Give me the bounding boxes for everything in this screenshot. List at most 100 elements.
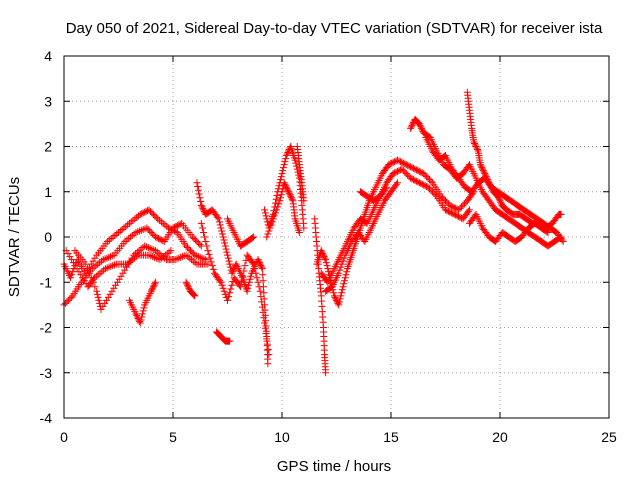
series-track-r <box>356 183 391 205</box>
data-point <box>188 248 196 256</box>
data-point <box>264 345 272 353</box>
data-point <box>194 186 202 194</box>
data-point <box>105 236 113 244</box>
data-point <box>194 239 202 247</box>
y-tick-label: -3 <box>40 365 53 381</box>
data-point <box>255 259 263 267</box>
data-point <box>189 233 197 241</box>
data-point <box>171 256 179 264</box>
series-track-t <box>422 133 567 246</box>
data-point <box>182 251 190 259</box>
data-point <box>89 275 97 283</box>
data-point <box>442 206 449 214</box>
data-point <box>192 236 200 244</box>
data-point <box>190 235 198 243</box>
data-point <box>140 304 148 312</box>
data-point <box>218 281 226 289</box>
data-point <box>394 156 402 164</box>
data-point <box>488 185 496 193</box>
data-point <box>261 206 269 214</box>
data-point <box>388 159 396 167</box>
data-point <box>219 233 227 241</box>
data-point <box>286 191 294 199</box>
data-point <box>91 274 99 282</box>
data-point <box>180 252 188 260</box>
data-point <box>453 212 461 220</box>
data-point <box>258 265 266 273</box>
data-point <box>259 277 267 285</box>
data-point <box>216 221 224 229</box>
data-point <box>61 299 69 307</box>
data-point <box>206 254 214 262</box>
data-point <box>152 233 160 241</box>
data-point <box>138 313 146 321</box>
data-point <box>249 259 257 267</box>
data-point <box>322 259 330 267</box>
data-point <box>410 164 418 172</box>
data-point <box>455 206 463 214</box>
data-point <box>228 269 236 277</box>
data-point <box>247 272 255 280</box>
data-point <box>447 209 455 217</box>
data-point <box>229 268 237 276</box>
data-point <box>151 212 159 220</box>
data-point <box>185 245 193 253</box>
data-point <box>115 275 123 283</box>
data-point <box>250 233 258 241</box>
data-point <box>68 256 76 264</box>
tick-layer: 0 5 10 15 20 25 -4 -3 -2 -1 0 1 2 3 4 <box>40 48 617 445</box>
data-point <box>142 243 150 251</box>
data-point <box>148 209 156 217</box>
series-track-i <box>213 328 234 345</box>
data-point <box>152 247 160 255</box>
data-point <box>195 190 203 198</box>
data-point <box>125 259 133 267</box>
data-point <box>340 277 348 285</box>
data-point <box>182 278 190 286</box>
data-point <box>265 351 273 359</box>
data-point <box>156 216 164 224</box>
data-point <box>225 293 233 301</box>
data-point <box>107 253 115 261</box>
data-point <box>202 238 210 246</box>
data-point <box>276 197 284 205</box>
data-point <box>427 177 435 185</box>
data-point <box>66 295 74 303</box>
data-point <box>262 212 270 220</box>
series-track-o <box>313 156 478 309</box>
series-track-j <box>224 215 258 250</box>
data-point <box>75 268 83 276</box>
data-point <box>148 245 156 253</box>
data-point <box>77 271 85 279</box>
data-point <box>244 284 252 292</box>
data-point <box>473 144 481 152</box>
data-point <box>91 254 99 262</box>
data-point <box>258 263 266 271</box>
data-point <box>94 260 102 268</box>
data-point <box>240 267 248 275</box>
data-point <box>132 228 140 236</box>
data-point <box>336 295 344 303</box>
data-point <box>293 162 301 170</box>
data-point <box>119 269 127 277</box>
data-point <box>103 296 111 304</box>
data-point <box>394 167 402 175</box>
data-point <box>424 183 432 191</box>
data-point <box>460 200 468 208</box>
data-point <box>277 173 285 181</box>
data-point <box>127 257 135 265</box>
series-track-m <box>293 143 308 205</box>
data-point <box>281 158 289 166</box>
data-point <box>105 263 113 271</box>
data-point <box>415 120 423 128</box>
data-point <box>184 281 192 289</box>
data-point <box>335 301 343 309</box>
data-point <box>141 242 149 250</box>
data-point <box>157 218 165 226</box>
data-point <box>261 324 269 332</box>
data-point <box>337 263 345 271</box>
data-point <box>420 181 428 189</box>
data-point <box>274 203 282 211</box>
data-point <box>485 179 493 187</box>
data-point <box>479 167 487 175</box>
